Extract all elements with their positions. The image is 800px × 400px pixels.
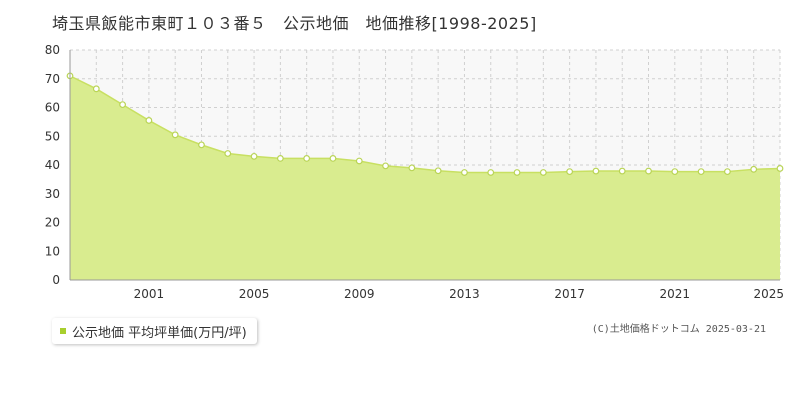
data-point bbox=[250, 152, 258, 160]
data-point bbox=[92, 85, 100, 93]
data-point bbox=[592, 167, 600, 175]
legend-swatch bbox=[60, 328, 66, 334]
x-tick-label: 2017 bbox=[554, 287, 585, 301]
y-tick-label: 0 bbox=[52, 273, 60, 287]
y-tick-label: 30 bbox=[45, 187, 60, 201]
data-point bbox=[487, 169, 495, 176]
data-point bbox=[697, 168, 705, 176]
legend: 公示地価 平均坪単価(万円/坪) bbox=[52, 318, 257, 344]
data-point bbox=[645, 167, 652, 175]
y-tick-label: 20 bbox=[45, 216, 60, 230]
x-tick-labels: 2001 2005 2009 2013 2017 2021 2025 bbox=[134, 287, 784, 301]
data-point bbox=[382, 162, 389, 170]
y-tick-label: 40 bbox=[45, 158, 60, 172]
x-tick-label: 2001 bbox=[134, 287, 165, 301]
data-point bbox=[513, 169, 521, 176]
data-point bbox=[566, 168, 574, 176]
series-line bbox=[69, 75, 781, 174]
chart-title: 埼玉県飯能市東町１０３番５ 公示地価 地価推移[1998-2025] bbox=[52, 14, 537, 33]
x-tick-label: 2025 bbox=[753, 287, 784, 301]
data-point bbox=[539, 169, 547, 176]
legend-label: 公示地価 平均坪単価(万円/坪) bbox=[72, 325, 247, 341]
data-point bbox=[119, 101, 126, 109]
data-point bbox=[750, 165, 758, 173]
x-tick-label: 2021 bbox=[660, 287, 691, 301]
data-point bbox=[776, 165, 784, 172]
data-point bbox=[434, 167, 442, 175]
data-point bbox=[224, 150, 232, 157]
data-point bbox=[408, 164, 416, 172]
data-point bbox=[303, 154, 311, 162]
data-point bbox=[145, 117, 153, 124]
x-tick-label: 2013 bbox=[449, 287, 480, 301]
y-tick-labels: 0 10 20 30 40 50 60 70 80 bbox=[45, 43, 60, 287]
data-point bbox=[329, 154, 337, 162]
y-tick-label: 70 bbox=[45, 72, 60, 86]
x-tick-label: 2009 bbox=[344, 287, 375, 301]
y-tick-label: 10 bbox=[45, 244, 60, 258]
data-point bbox=[355, 157, 363, 165]
copyright-credit: (C)土地価格ドットコム 2025-03-21 bbox=[591, 324, 766, 335]
data-point bbox=[618, 167, 626, 175]
data-point bbox=[724, 168, 731, 176]
x-tick-label: 2005 bbox=[239, 287, 270, 301]
data-point bbox=[671, 168, 679, 176]
series-area bbox=[70, 75, 780, 280]
y-tick-label: 60 bbox=[45, 101, 60, 115]
y-tick-label: 80 bbox=[45, 43, 60, 57]
y-tick-label: 50 bbox=[45, 129, 60, 143]
data-point bbox=[198, 141, 205, 149]
series-points bbox=[66, 72, 784, 176]
data-point bbox=[171, 131, 179, 139]
data-point bbox=[461, 169, 468, 176]
data-point bbox=[276, 154, 284, 162]
